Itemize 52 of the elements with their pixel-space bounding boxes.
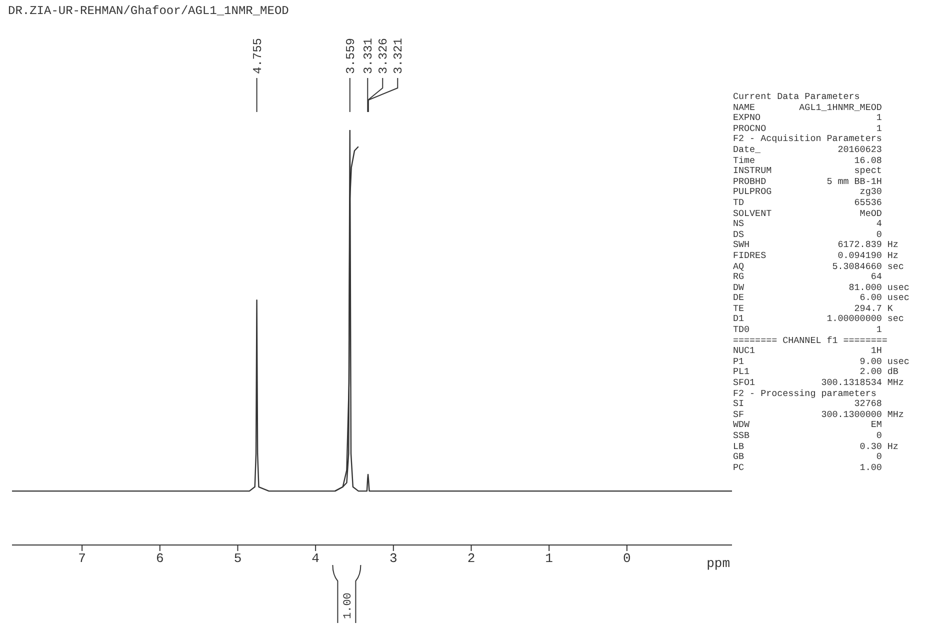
text: SSB 0	[733, 430, 883, 442]
annotation: 3.559	[344, 38, 358, 74]
text: RG 64	[733, 271, 883, 283]
annotation: 4.755	[250, 38, 265, 74]
text: PULPROG zg30	[733, 186, 883, 198]
text: DW 81.000 usec	[733, 282, 910, 294]
text: P1 9.00 usec	[733, 356, 910, 367]
text: Date_ 20160623	[733, 144, 883, 156]
text: GB 0	[733, 451, 883, 463]
text: INSTRUM spect	[733, 165, 883, 177]
text: TD0 1	[733, 324, 883, 336]
x-axis-title: ppm	[706, 556, 730, 571]
text: SOLVENT MeOD	[733, 208, 883, 220]
text: F2 - Processing parameters	[733, 388, 878, 400]
x-tick-label: 3	[390, 551, 398, 566]
text: FIDRES 0.094190 Hz	[733, 250, 900, 262]
text: DS 0	[733, 228, 883, 240]
annotation: 3.331	[362, 38, 376, 74]
text: NAME AGL1_1HNMR_MEOD	[733, 102, 883, 114]
text: PROBHD 5 mm BB-1H	[733, 176, 883, 188]
annotation: 3.321	[392, 38, 406, 74]
text: D1 1.00000000 sec	[733, 313, 905, 326]
text: TE 294.7 K	[733, 302, 894, 314]
x-tick-label: 0	[623, 551, 631, 566]
x-tick-label: 5	[234, 551, 242, 566]
text: 1.00	[342, 592, 355, 619]
text: NS 4	[733, 218, 883, 230]
text: PROCNO 1	[733, 122, 883, 134]
x-tick-label: 6	[156, 551, 164, 566]
text: SFO1 300.1318534 MHz	[733, 377, 905, 389]
text: F2 - Acquisition Parameters	[733, 133, 883, 145]
text: NUC1 1H	[733, 345, 883, 357]
chart-title: DR.ZIA-UR-REHMAN/Ghafoor/AGL1_1NMR_MEOD	[8, 4, 289, 18]
x-tick-label: 4	[312, 551, 320, 566]
text: SI 32768	[733, 398, 883, 410]
text: Current Data Parameters	[733, 91, 861, 103]
x-tick-label: 2	[467, 551, 476, 566]
text: Time 16.08	[733, 154, 883, 166]
text: PL1 2.00 dB	[733, 366, 900, 378]
text: AQ 5.3084660 sec	[733, 260, 905, 272]
text: SF 300.1300000 MHz	[733, 408, 905, 420]
text: EXPNO 1	[733, 112, 883, 124]
text: LB 0.30 Hz	[733, 440, 900, 452]
x-tick-label: 1	[545, 551, 554, 566]
text: PC 1.00	[733, 462, 883, 474]
text: WDW EM	[733, 419, 883, 431]
text: ======== CHANNEL f1 ========	[733, 334, 888, 346]
text: TD 65536	[733, 196, 883, 209]
annotation: 3.326	[376, 38, 391, 74]
text: SWH 6172.839 Hz	[733, 239, 900, 251]
x-tick-label: 7	[78, 551, 86, 566]
text: DE 6.00 usec	[733, 292, 910, 304]
